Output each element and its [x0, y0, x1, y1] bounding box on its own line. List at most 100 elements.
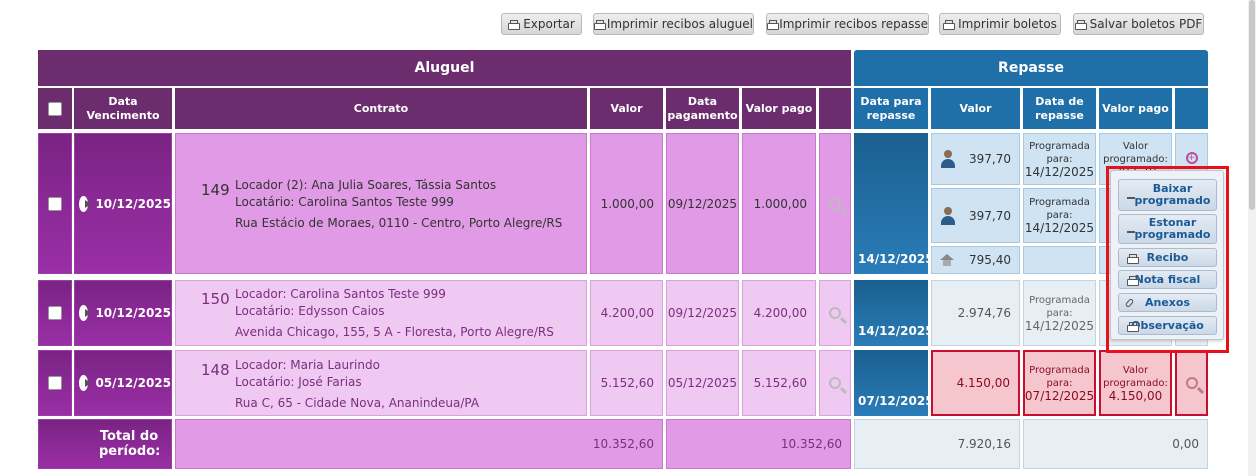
valor-pago-cell: 4.200,00	[742, 280, 816, 346]
valor-cell: 1.000,00	[590, 133, 663, 274]
contrato-number: 149	[201, 181, 230, 199]
col-repasse-actions	[1175, 88, 1208, 129]
contrato-number: 148	[201, 361, 230, 379]
col-valor-pago[interactable]: Valor pago	[742, 88, 816, 129]
valor-pago-cell: 5.152,60	[742, 350, 816, 416]
select-all-checkbox[interactable]	[48, 101, 62, 116]
repasse-valor-cell: 397,70	[931, 188, 1020, 243]
repasse-valor-cell: 795,40	[931, 246, 1020, 274]
row-select-cell	[38, 350, 72, 416]
expand-play-icon[interactable]	[79, 375, 92, 391]
repasse-valor-cell: 4.150,00	[931, 350, 1020, 416]
zoom-icon[interactable]	[829, 307, 841, 319]
expand-play-icon[interactable]	[79, 195, 92, 212]
zoom-icon[interactable]	[829, 197, 841, 210]
zoom-plus-icon[interactable]: +	[1185, 152, 1198, 164]
row-actions-cell	[819, 133, 851, 274]
col-contrato[interactable]: Contrato	[175, 88, 587, 129]
data-pagamento-cell: 09/12/2025	[666, 280, 739, 346]
total-valor-pago-cell: 10.352,60	[666, 419, 851, 469]
locatario-text: Locatário: Carolina Santos Teste 999	[235, 195, 454, 209]
zoom-icon[interactable]	[829, 377, 841, 389]
locador-text: Locador (2): Ana Julia Soares, Tássia Sa…	[235, 178, 497, 192]
row-vencimento-cell: 10/12/2025	[74, 133, 172, 274]
recibo-button[interactable]: Recibo	[1118, 248, 1217, 267]
select-all-cell	[38, 88, 72, 129]
row-actions-cell	[819, 350, 851, 416]
totals-label-cell: Total do período:	[38, 419, 172, 469]
printer-icon	[508, 19, 521, 30]
contrato-cell[interactable]: 150 Locador: Carolina Santos Teste 999 L…	[175, 280, 587, 346]
salvar-boletos-pdf-button[interactable]: Salvar boletos PDF	[1073, 13, 1204, 35]
data-pagamento-cell: 09/12/2025	[666, 133, 739, 274]
total-repasse-valor-cell: 7.920,16	[854, 419, 1020, 469]
repasse-valor-cell: 2.974,76	[931, 280, 1020, 346]
contrato-cell[interactable]: 148 Locador: Maria Laurindo Locatário: J…	[175, 350, 587, 416]
nota-fiscal-button[interactable]: Nota fiscal	[1118, 270, 1217, 289]
repasse-status-cell	[1023, 246, 1096, 274]
col-data-de-repasse[interactable]: Data de repasse	[1023, 88, 1096, 129]
row-checkbox[interactable]	[48, 196, 62, 211]
imprimir-boletos-button[interactable]: Imprimir boletos	[939, 13, 1061, 35]
contrato-cell[interactable]: 149 Locador (2): Ana Julia Soares, Tássi…	[175, 133, 587, 274]
scrollbar-thumb[interactable]	[1249, 0, 1255, 210]
repasse-status-cell: Programada para: 07/12/2025	[1023, 350, 1096, 416]
total-repasse-pago-cell: 0,00	[1023, 419, 1208, 469]
repasse-pago-cell: Valor programado: 4.150,00	[1099, 350, 1172, 416]
printer-icon	[767, 19, 780, 30]
row-checkbox[interactable]	[48, 306, 62, 320]
repasse-status-cell: Programada para: 14/12/2025	[1023, 133, 1096, 185]
estonar-programado-button[interactable]: Estonar programado	[1118, 214, 1217, 244]
valor-pago-cell: 1.000,00	[742, 133, 816, 274]
scrollbar[interactable]	[1248, 0, 1256, 476]
printer-icon	[1127, 253, 1139, 264]
row-vencimento-cell: 05/12/2025	[74, 350, 172, 416]
col-data-vencimento[interactable]: Data Vencimento	[74, 88, 172, 129]
valor-cell: 4.200,00	[590, 280, 663, 346]
printer-icon	[594, 19, 606, 30]
download-icon	[1127, 191, 1135, 199]
data-pagamento-cell: 05/12/2025	[666, 350, 739, 416]
expand-play-icon[interactable]	[79, 305, 92, 321]
repasse-valor-cell: 397,70	[931, 133, 1020, 185]
printer-icon	[1127, 275, 1139, 286]
highlight-box	[1106, 166, 1229, 353]
locatario-text: Locatário: José Farias	[235, 375, 362, 389]
data-para-repasse-cell: 14/12/2025	[854, 133, 934, 274]
exportar-button[interactable]: Exportar	[501, 13, 582, 35]
valor-cell: 5.152,60	[590, 350, 663, 416]
printer-icon	[1074, 19, 1087, 30]
col-actions	[819, 88, 851, 129]
locador-text: Locador: Carolina Santos Teste 999	[235, 287, 446, 301]
col-valor-pago-repasse[interactable]: Valor pago	[1099, 88, 1172, 129]
printer-icon	[943, 19, 956, 30]
row-select-cell	[38, 280, 72, 346]
row-select-cell	[38, 133, 72, 274]
col-data-pagamento[interactable]: Data pagamento	[666, 88, 739, 129]
repasse-group-header: Repasse	[854, 50, 1208, 86]
col-data-para-repasse[interactable]: Data para repasse	[854, 88, 928, 129]
printer-icon	[1127, 321, 1139, 332]
aluguel-group-header: Aluguel	[38, 50, 851, 86]
repasse-status-cell: Programada para: 14/12/2025	[1023, 280, 1096, 346]
observacao-button[interactable]: Observação	[1118, 316, 1217, 335]
imprimir-recibos-repasse-button[interactable]: Imprimir recibos repasse	[766, 13, 929, 35]
row-checkbox[interactable]	[48, 376, 62, 390]
person-icon	[940, 206, 956, 225]
col-valor[interactable]: Valor	[590, 88, 663, 129]
imprimir-recibos-aluguel-button[interactable]: Imprimir recibos aluguel	[593, 13, 754, 35]
zoom-icon[interactable]	[1185, 377, 1198, 389]
house-icon	[940, 254, 954, 266]
row-vencimento-cell: 10/12/2025	[74, 280, 172, 346]
person-icon	[940, 150, 956, 168]
baixar-programado-button[interactable]: Baixar programado	[1118, 179, 1217, 211]
total-valor-cell: 10.352,60	[175, 419, 663, 469]
endereco-text: Rua Estácio de Moraes, 0110 - Centro, Po…	[235, 216, 563, 230]
endereco-text: Avenida Chicago, 155, 5 A - Floresta, Po…	[235, 325, 554, 339]
repasse-actions-popup: Baixar programado Estonar programado Rec…	[1110, 170, 1224, 340]
repasse-actions-cell	[1175, 350, 1208, 416]
anexos-button[interactable]: Anexos	[1118, 293, 1217, 312]
data-para-repasse-cell: 14/12/2025	[854, 280, 934, 346]
endereco-text: Rua C, 65 - Cidade Nova, Ananindeua/PA	[235, 396, 480, 410]
col-valor-repasse[interactable]: Valor	[931, 88, 1020, 129]
